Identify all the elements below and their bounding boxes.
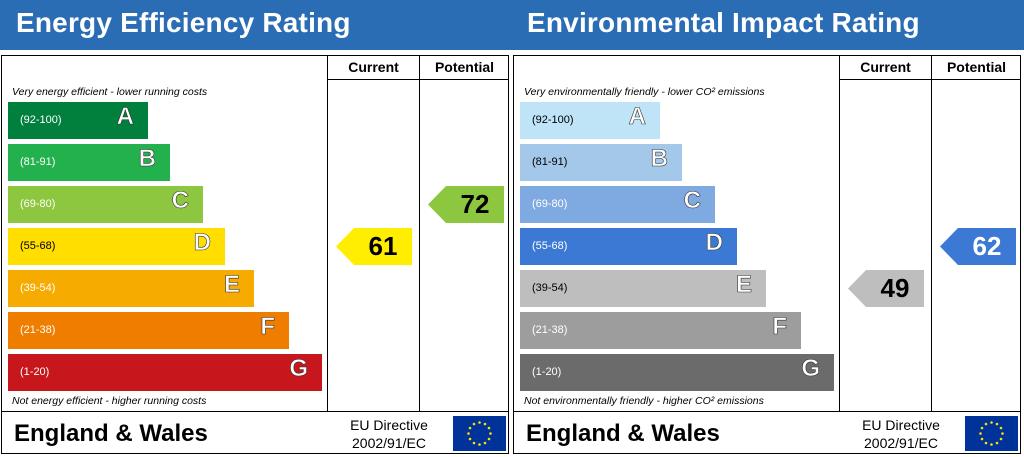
- bottom-caption: Not energy efficient - higher running co…: [12, 395, 207, 407]
- energy-efficiency-panel: Energy Efficiency Rating Current Potenti…: [0, 0, 512, 454]
- band-range: (21-38): [20, 324, 56, 336]
- potential-column-header: Potential: [946, 59, 1007, 75]
- directive-line1: EU Directive: [862, 417, 940, 433]
- environmental-impact-header: Environmental Impact Rating: [512, 0, 1024, 50]
- band-c: (69-80) C: [520, 186, 715, 223]
- band-range: (1-20): [532, 366, 562, 378]
- environmental-impact-title: Environmental Impact Rating: [527, 7, 920, 38]
- top-caption: Very energy efficient - lower running co…: [12, 86, 208, 98]
- eu-directive-label: EU Directive 2002/91/EC: [846, 416, 956, 452]
- current-column-header: Current: [860, 59, 911, 75]
- band-range: (92-100): [532, 114, 574, 126]
- environmental-impact-panel: Environmental Impact Rating Current Pote…: [512, 0, 1024, 457]
- band-letter: A: [116, 103, 134, 131]
- potential-rating-indicator: 72: [428, 186, 504, 223]
- band-letter: B: [138, 145, 156, 173]
- band-range: (39-54): [532, 282, 568, 294]
- band-c: (69-80) C: [8, 186, 203, 223]
- band-range: (55-68): [20, 240, 56, 252]
- column-divider: [419, 55, 420, 412]
- footer-region: England & Wales: [526, 420, 720, 447]
- directive-line2: 2002/91/EC: [352, 435, 426, 451]
- top-caption: Very environmentally friendly - lower CO…: [524, 86, 765, 98]
- band-letter: G: [801, 355, 820, 383]
- band-letter: D: [193, 229, 211, 257]
- band-range: (69-80): [532, 198, 568, 210]
- eu-flag-icon: [453, 416, 506, 451]
- directive-line2: 2002/91/EC: [864, 435, 938, 451]
- band-e: (39-54) E: [8, 270, 254, 307]
- band-letter: F: [772, 313, 787, 341]
- band-letter: G: [289, 355, 308, 383]
- band-e: (39-54) E: [520, 270, 766, 307]
- band-d: (55-68) D: [520, 228, 737, 265]
- bottom-caption: Not environmentally friendly - higher CO…: [524, 395, 764, 407]
- column-divider: [327, 55, 328, 412]
- current-rating-value: 61: [368, 231, 398, 261]
- band-f: (21-38) F: [8, 312, 289, 349]
- column-divider: [839, 55, 840, 412]
- band-letter: C: [683, 187, 701, 215]
- eu-directive-label: EU Directive 2002/91/EC: [334, 416, 444, 452]
- band-range: (55-68): [532, 240, 568, 252]
- band-range: (81-91): [20, 156, 56, 168]
- footer-region: England & Wales: [14, 420, 208, 447]
- header-divider: [327, 79, 509, 80]
- eu-flag-icon: [965, 416, 1018, 451]
- potential-rating-value: 62: [972, 231, 1002, 261]
- current-column-header: Current: [348, 59, 399, 75]
- band-range: (92-100): [20, 114, 62, 126]
- band-letter: A: [628, 103, 646, 131]
- band-b: (81-91) B: [8, 144, 170, 181]
- band-a: (92-100) A: [8, 102, 148, 139]
- band-range: (81-91): [532, 156, 568, 168]
- band-letter: F: [260, 313, 275, 341]
- potential-rating-indicator: 62: [940, 228, 1016, 265]
- band-a: (92-100) A: [520, 102, 660, 139]
- band-letter: E: [223, 271, 241, 299]
- band-range: (1-20): [20, 366, 50, 378]
- band-letter: B: [650, 145, 668, 173]
- band-d: (55-68) D: [8, 228, 225, 265]
- potential-rating-value: 72: [460, 189, 490, 219]
- band-b: (81-91) B: [520, 144, 682, 181]
- band-g: (1-20) G: [8, 354, 322, 391]
- band-f: (21-38) F: [520, 312, 801, 349]
- footer-divider: [513, 411, 1021, 412]
- band-letter: D: [705, 229, 723, 257]
- band-range: (69-80): [20, 198, 56, 210]
- potential-column-header: Potential: [434, 59, 495, 75]
- footer-divider: [1, 411, 509, 412]
- band-letter: E: [735, 271, 753, 299]
- directive-line1: EU Directive: [350, 417, 428, 433]
- current-rating-value: 49: [880, 273, 910, 303]
- energy-efficiency-header: Energy Efficiency Rating: [0, 0, 512, 50]
- band-g: (1-20) G: [520, 354, 834, 391]
- column-divider: [931, 55, 932, 412]
- band-letter: C: [171, 187, 189, 215]
- band-range: (21-38): [532, 324, 568, 336]
- energy-efficiency-title: Energy Efficiency Rating: [16, 7, 351, 38]
- current-rating-indicator: 49: [848, 270, 924, 307]
- header-divider: [839, 79, 1021, 80]
- band-range: (39-54): [20, 282, 56, 294]
- current-rating-indicator: 61: [336, 228, 412, 265]
